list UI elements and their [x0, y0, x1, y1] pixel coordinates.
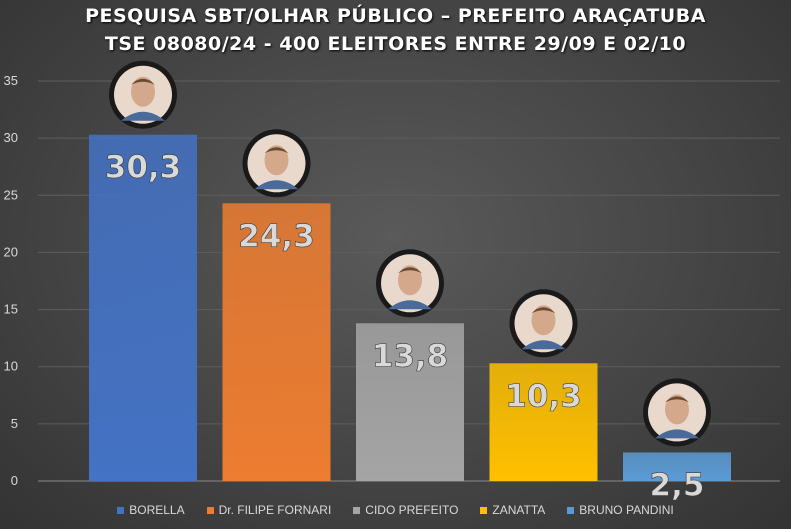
- legend-label: BORELLA: [129, 503, 185, 517]
- data-label: 24,3: [238, 218, 315, 254]
- chart-title: PESQUISA SBT/OLHAR PÚBLICO – PREFEITO AR…: [85, 5, 706, 27]
- legend-label: Dr. FILIPE FORNARI: [218, 503, 332, 517]
- chart-legend: BORELLA Dr. FILIPE FORNARI CIDO PREFEITO ZA…: [0, 503, 791, 517]
- bar-borella: [89, 134, 197, 481]
- legend-label: BRUNO PANDINI: [579, 503, 674, 517]
- bar-bruno-pandini: [623, 452, 731, 481]
- y-tick-label: 5: [11, 416, 18, 431]
- data-label: 2,5: [650, 467, 705, 503]
- bar-cido-prefeito: [356, 323, 464, 481]
- legend-item: BRUNO PANDINI: [567, 503, 674, 517]
- data-label: 30,3: [105, 150, 182, 186]
- data-label: 10,3: [505, 378, 582, 414]
- candidate-avatar: [643, 378, 711, 447]
- legend-swatch: [567, 506, 575, 514]
- bar-zanatta: [489, 363, 598, 481]
- y-tick-label: 15: [4, 302, 18, 317]
- candidate-avatar: [242, 129, 311, 198]
- y-tick-label: 10: [4, 359, 18, 374]
- chart-subtitle: TSE 08080/24 - 400 ELEITORES ENTRE 29/09…: [104, 33, 687, 55]
- candidate-avatar: [376, 249, 444, 318]
- legend-swatch: [117, 506, 125, 514]
- y-tick-label: 20: [4, 244, 18, 259]
- candidate-avatar: [109, 60, 177, 129]
- candidate-avatar: [509, 289, 578, 358]
- legend-label: ZANATTA: [492, 503, 546, 517]
- legend-swatch: [206, 506, 214, 514]
- y-tick-label: 0: [11, 473, 18, 488]
- legend-swatch: [480, 506, 488, 514]
- y-tick-label: 30: [4, 130, 18, 145]
- bar-dr-filipe-fornari: [222, 203, 331, 482]
- legend-item: BORELLA: [117, 503, 185, 517]
- legend-label: CIDO PREFEITO: [365, 503, 459, 517]
- legend-item: ZANATTA: [480, 503, 545, 517]
- data-label: 13,8: [372, 338, 449, 374]
- legend-item: Dr. FILIPE FORNARI: [206, 503, 332, 517]
- legend-swatch: [353, 506, 361, 514]
- y-tick-label: 25: [4, 187, 18, 202]
- y-tick-label: 35: [4, 73, 18, 88]
- legend-item: CIDO PREFEITO: [353, 503, 458, 517]
